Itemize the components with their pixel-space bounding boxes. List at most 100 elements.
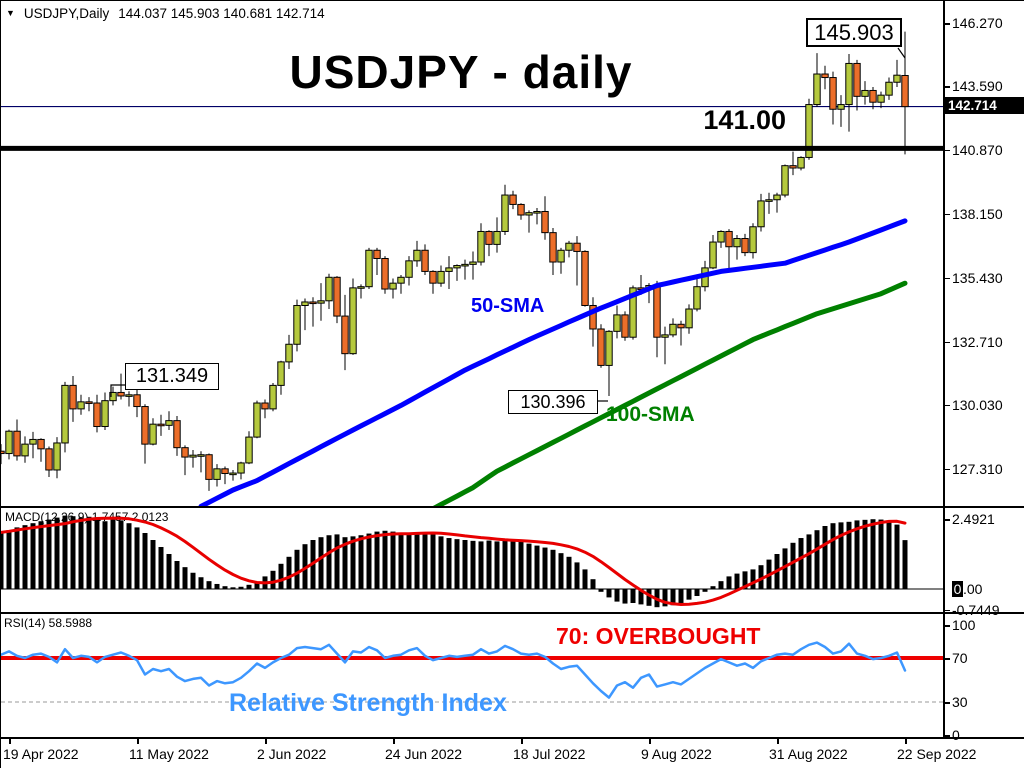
candle-body	[261, 402, 269, 410]
annotation-131-box: 131.349	[125, 363, 219, 390]
date-tick	[265, 739, 267, 744]
macd-bar	[534, 545, 540, 589]
sma100-label: 100-SMA	[606, 403, 695, 426]
candle-body	[741, 238, 749, 254]
candle-body	[733, 238, 741, 248]
macd-bar	[254, 582, 260, 589]
macd-bar	[478, 541, 484, 589]
axis-tick	[944, 702, 950, 704]
candle-body	[397, 276, 405, 284]
candle-body	[757, 200, 765, 228]
macd-bar	[878, 519, 884, 589]
macd-bar	[598, 589, 604, 592]
macd-bar	[854, 520, 860, 589]
macd-bar	[238, 586, 244, 589]
candle-body	[29, 438, 37, 445]
sma100-line	[432, 280, 908, 506]
macd-bar	[422, 533, 428, 589]
candle-body	[37, 438, 45, 450]
candle-body	[869, 89, 877, 103]
axis-tick	[944, 23, 950, 25]
price-axis-label: 127.310	[952, 460, 1003, 477]
candle-body	[517, 203, 525, 216]
candle-body	[429, 270, 437, 284]
macd-bar	[574, 562, 580, 589]
candle-body	[621, 314, 629, 338]
macd-bar	[686, 589, 692, 600]
candle-body	[533, 210, 541, 214]
rsi-caption: Relative Strength Index	[229, 689, 507, 717]
macd-bar	[662, 589, 668, 607]
macd-bar	[614, 589, 620, 602]
macd-bar	[886, 520, 892, 589]
panel-separator	[1, 612, 1024, 614]
date-label: 11 May 2022	[129, 746, 209, 762]
annotation-connector	[110, 384, 125, 397]
macd-bar	[862, 519, 868, 589]
price-axis-label: 138.150	[952, 205, 1003, 222]
price-axis-label: 132.710	[952, 333, 1003, 350]
high-annotation-box: 145.903	[806, 18, 902, 47]
date-label: 31 Aug 2022	[769, 746, 848, 762]
macd-bar	[646, 589, 652, 606]
candle-body	[453, 265, 461, 269]
candle-body	[149, 423, 157, 445]
macd-bar	[318, 537, 324, 589]
macd-bar	[214, 583, 220, 589]
candle-body	[461, 263, 469, 267]
candle-body	[893, 74, 901, 83]
candle-body	[45, 448, 53, 471]
macd-bar	[694, 589, 700, 596]
candle-body	[141, 406, 149, 445]
annotation-130-box: 130.396	[508, 390, 598, 414]
candle-body	[581, 250, 589, 306]
candle-body	[661, 334, 669, 338]
candle-body	[565, 242, 573, 251]
candle-body	[709, 241, 717, 269]
candle-body	[653, 285, 661, 338]
price-axis-label: 146.270	[952, 15, 1003, 32]
candle-body	[341, 315, 349, 355]
dropdown-triangle-icon: ▼	[6, 8, 15, 18]
macd-zero-label: 0.00	[952, 581, 983, 597]
axis-tick	[944, 468, 950, 471]
candle-body	[685, 308, 693, 329]
macd-bar	[86, 516, 92, 589]
candle-body	[325, 276, 333, 302]
macd-bar	[30, 523, 36, 589]
candle-body	[781, 165, 789, 196]
candle-body	[501, 194, 509, 232]
macd-bar	[782, 548, 788, 589]
candle-body	[109, 391, 117, 402]
candle-body	[573, 242, 581, 252]
symbol-timeframe-label: USDJPY,Daily	[23, 6, 110, 21]
macd-bar	[718, 581, 724, 589]
macd-bar	[502, 540, 508, 589]
macd-panel[interactable]	[1, 508, 944, 612]
candle-body	[221, 468, 229, 475]
candle-body	[85, 401, 93, 404]
candle-body	[285, 343, 293, 363]
rsi-axis-label: 30	[952, 694, 968, 710]
macd-bar	[454, 539, 460, 589]
candle-body	[773, 194, 781, 201]
candle-body	[61, 384, 69, 444]
macd-bar	[198, 577, 204, 589]
main-price-panel[interactable]	[1, 1, 944, 506]
candle-body	[837, 104, 845, 110]
candle-body	[165, 420, 173, 426]
candle-body	[549, 232, 557, 263]
macd-bar	[846, 521, 852, 589]
candle-body	[349, 287, 357, 355]
macd-bar	[566, 556, 572, 589]
macd-bar	[166, 554, 172, 589]
candle-body	[277, 361, 285, 386]
candle-body	[333, 276, 341, 317]
candle-body	[861, 89, 869, 97]
macd-bar	[486, 540, 492, 589]
rsi-axis-label: 100	[952, 617, 976, 633]
candle-body	[173, 420, 181, 449]
candle-body	[213, 468, 221, 480]
rsi-panel[interactable]	[1, 614, 944, 737]
axis-tick	[944, 625, 950, 627]
